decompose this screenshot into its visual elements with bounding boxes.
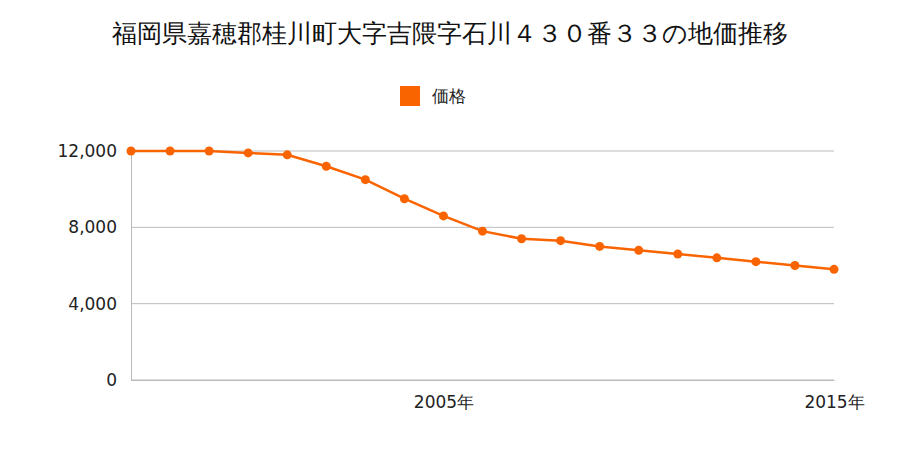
x-tick-label: 2005年: [414, 392, 474, 412]
data-point: [790, 261, 799, 270]
data-point: [205, 147, 214, 156]
y-axis: 0 4,000 8,000 12,000: [58, 141, 132, 390]
data-point: [439, 211, 448, 220]
y-tick: 12,000: [58, 141, 131, 161]
grid-line: [131, 380, 834, 381]
legend: 価格: [400, 86, 466, 106]
y-tick-label: 8,000: [68, 217, 117, 237]
y-tick-label: 0: [106, 370, 117, 390]
data-point: [166, 147, 175, 156]
data-point: [595, 242, 604, 251]
data-point: [517, 234, 526, 243]
y-axis-line: [131, 152, 132, 381]
data-point: [244, 148, 253, 157]
y-tick: 0: [106, 370, 131, 390]
data-point: [400, 194, 409, 203]
series-line: [131, 151, 834, 269]
data-point: [673, 250, 682, 259]
legend-swatch: [400, 86, 420, 106]
data-point: [361, 175, 370, 184]
chart-container: 福岡県嘉穂郡桂川町大字吉隈字石川４３０番３３の地価推移価格 0 4,000 8,000…: [0, 0, 900, 450]
legend-item: 価格: [400, 86, 466, 106]
x-tick: 2005年: [414, 380, 474, 412]
x-tick-label: 2015年: [804, 392, 864, 412]
chart-svg: 福岡県嘉穂郡桂川町大字吉隈字石川４３０番３３の地価推移価格 0 4,000 8,000…: [0, 0, 900, 450]
y-tick: 4,000: [68, 294, 131, 314]
y-tick: 8,000: [68, 217, 131, 237]
data-point: [712, 253, 721, 262]
data-point: [751, 257, 760, 266]
legend-label: 価格: [432, 86, 466, 106]
data-point: [830, 265, 839, 274]
data-point: [322, 162, 331, 171]
x-axis: 2005年 2015年: [132, 380, 865, 412]
data-point: [478, 227, 487, 236]
grid-line: [131, 303, 834, 304]
y-tick-label: 12,000: [58, 141, 117, 161]
data-point: [283, 150, 292, 159]
x-tick: 2015年: [804, 380, 864, 412]
plot-area: [127, 147, 839, 274]
chart-title: 福岡県嘉穂郡桂川町大字吉隈字石川４３０番３３の地価推移: [112, 19, 788, 48]
grid: [131, 151, 834, 380]
x-axis-line: [132, 380, 835, 381]
data-point: [634, 246, 643, 255]
data-point: [556, 236, 565, 245]
y-tick-label: 4,000: [68, 294, 117, 314]
data-point: [127, 147, 136, 156]
